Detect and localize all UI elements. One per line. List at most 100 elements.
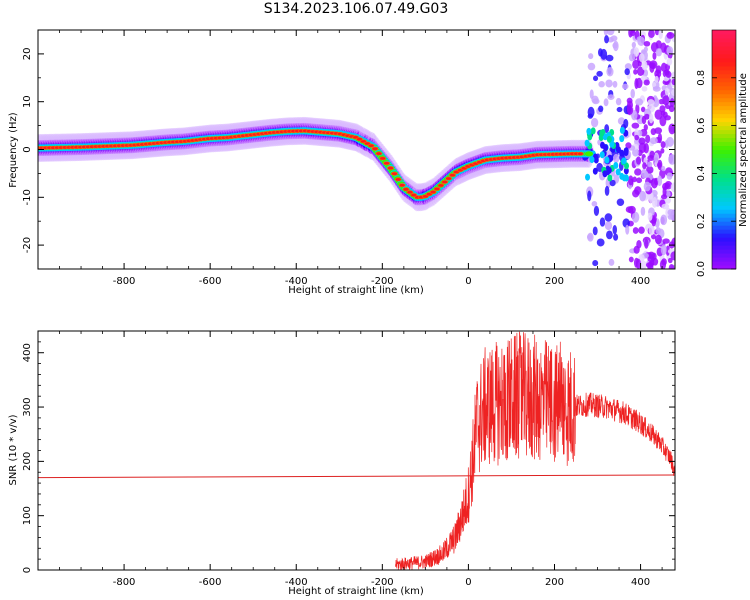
- spectrogram-x-tick-label: 400: [631, 276, 650, 287]
- colorbar-swatch: [712, 165, 736, 170]
- spectrogram-noise-cell: [643, 40, 651, 47]
- colorbar-swatch: [712, 49, 736, 55]
- colorbar-swatch: [712, 93, 736, 99]
- spectrogram-ridge-cell: [584, 151, 594, 157]
- spectrogram-noise-cell: [587, 113, 594, 119]
- spectrogram-noise-cell: [604, 185, 610, 196]
- colorbar-swatch: [712, 177, 736, 182]
- spectrogram-noise-cell: [634, 134, 640, 141]
- colorbar-gradient: [712, 30, 736, 270]
- spectrogram-noise-cell: [638, 53, 645, 63]
- spectrogram-noise-cell: [650, 128, 657, 136]
- spectrogram-ridge-peak: [403, 188, 409, 191]
- spectrogram-noise-cell: [634, 186, 642, 195]
- spectrogram-noise-cell: [648, 30, 655, 39]
- spectrogram-noise-cell: [633, 47, 640, 57]
- colorbar-swatch: [712, 257, 736, 262]
- spectrogram-noise-cell: [651, 252, 657, 261]
- colorbar-swatch: [712, 137, 736, 143]
- spectrogram-x-tick-label: -800: [113, 276, 136, 287]
- spectrogram-noise-cell: [667, 257, 673, 264]
- spectrogram-noise-cell: [635, 258, 641, 269]
- spectrogram-noise-cell: [640, 206, 646, 216]
- spectrogram-ridge-peak: [407, 190, 413, 194]
- colorbar-tick-label: 0.2: [696, 213, 707, 229]
- spectrogram-noise-cell: [641, 86, 648, 92]
- spectrogram-noise-cell: [637, 36, 646, 47]
- spectrogram-noise-cell: [671, 237, 675, 247]
- spectrogram-noise-cell: [617, 117, 626, 125]
- spectrogram-noise-cell: [647, 212, 653, 221]
- snr-x-tick-label: -600: [199, 577, 222, 588]
- spectrogram-noise-cell: [644, 113, 650, 120]
- spectrogram-noise-cell: [631, 110, 638, 121]
- spectrogram-x-tick-label: -400: [285, 276, 308, 287]
- spectrogram-x-axis-label: Height of straight line (km): [288, 285, 424, 296]
- spectrogram-noise-cell: [621, 174, 627, 182]
- spectrogram-noise-cell: [635, 156, 642, 165]
- spectrogram-noise-cell: [613, 161, 619, 169]
- colorbar-swatch: [712, 61, 736, 67]
- spectrogram-noise-cell: [606, 30, 615, 36]
- spectrogram-noise-cell: [604, 124, 610, 134]
- spectrogram-noise-cell: [612, 42, 618, 49]
- spectrogram-noise-cell: [664, 69, 670, 76]
- spectrogram-noise-cell: [639, 190, 647, 202]
- spectrogram-noise-cell: [651, 81, 657, 88]
- spectrogram-ridge-peak: [438, 184, 444, 187]
- snr-reference-line: [38, 474, 675, 479]
- snr-plot-area: [38, 331, 675, 570]
- spectrogram-noise-cell: [590, 127, 596, 135]
- spectrogram-noise-cell: [652, 86, 661, 92]
- spectrogram-noise-cell: [632, 148, 639, 157]
- spectrogram-noise-cell: [616, 198, 625, 207]
- spectrogram-noise-cell: [664, 87, 670, 96]
- spectrogram-noise-cell: [668, 154, 675, 165]
- colorbar-swatch: [712, 153, 736, 158]
- spectrogram-noise-cell: [630, 88, 635, 99]
- colorbar-swatch: [712, 161, 736, 166]
- spectrogram-ridge-peak: [399, 183, 405, 187]
- spectrogram-noise-cell: [654, 30, 660, 36]
- spectrogram-noise-cell: [666, 172, 673, 180]
- spectrogram-noise-cell: [603, 98, 609, 107]
- colorbar-swatch: [712, 57, 736, 63]
- spectrogram-noise-cell: [667, 209, 675, 216]
- colorbar-swatch: [712, 173, 736, 178]
- spectrogram-noise-cell: [615, 168, 621, 176]
- colorbar-swatch: [712, 113, 736, 119]
- colorbar-swatch: [712, 213, 736, 218]
- spectrogram-noise-cell: [593, 75, 599, 82]
- snr-y-tick-label: 100: [22, 506, 33, 525]
- spectrogram-noise-cell: [649, 137, 658, 145]
- spectrogram-noise-cell: [643, 124, 648, 131]
- colorbar-swatch: [712, 73, 736, 79]
- spectrogram-noise-cell: [637, 129, 643, 137]
- spectrogram-noise-cell: [624, 162, 630, 170]
- spectrogram-noise-cell: [671, 78, 675, 86]
- spectrogram-ridge-peak: [434, 187, 440, 191]
- spectrogram-noise-cell: [619, 126, 625, 134]
- spectrogram-noise-cell: [641, 260, 647, 269]
- colorbar-swatch: [712, 133, 736, 139]
- spectrogram-noise-cell: [670, 251, 675, 261]
- spectrogram-ridge-peak: [384, 161, 390, 165]
- colorbar-swatch: [712, 245, 736, 250]
- spectrogram-noise-cell: [654, 234, 662, 245]
- spectrogram-ridge-peak: [442, 180, 448, 184]
- spectrogram-ridge-peak: [395, 178, 401, 181]
- spectrogram-noise-cell: [612, 224, 618, 235]
- colorbar: 0.0 0.2 0.4 0.6 0.8 Normalized spectral ampl…: [696, 29, 749, 277]
- spectrogram-noise-cell: [636, 239, 642, 249]
- colorbar-swatch: [712, 253, 736, 258]
- spectrogram-ridge-peak: [380, 157, 386, 160]
- spectrogram-noise-cell: [585, 173, 591, 181]
- spectrogram-noise-cell: [628, 175, 634, 186]
- colorbar-swatch: [712, 45, 736, 51]
- spectrogram-noise-cell: [625, 224, 630, 235]
- spectrogram-noise-cell: [644, 238, 649, 249]
- spectrogram-noise-cell: [646, 166, 654, 174]
- spectrogram-noise-cell: [649, 63, 655, 73]
- snr-y-tick-label: 400: [22, 343, 33, 362]
- colorbar-swatch: [712, 129, 736, 135]
